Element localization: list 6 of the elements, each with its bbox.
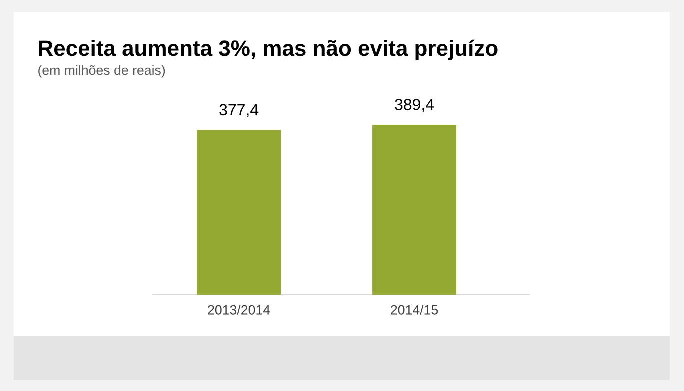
chart-title: Receita aumenta 3%, mas não evita prejuízo	[39, 40, 498, 61]
x-tick-label: 2014/15	[391, 305, 438, 315]
data-label: 389,4	[395, 99, 434, 112]
data-label: 377,4	[220, 104, 259, 118]
chart-subtitle: (em milhões de reais)	[38, 65, 166, 78]
x-tick-label: 2013/2014	[208, 305, 270, 315]
